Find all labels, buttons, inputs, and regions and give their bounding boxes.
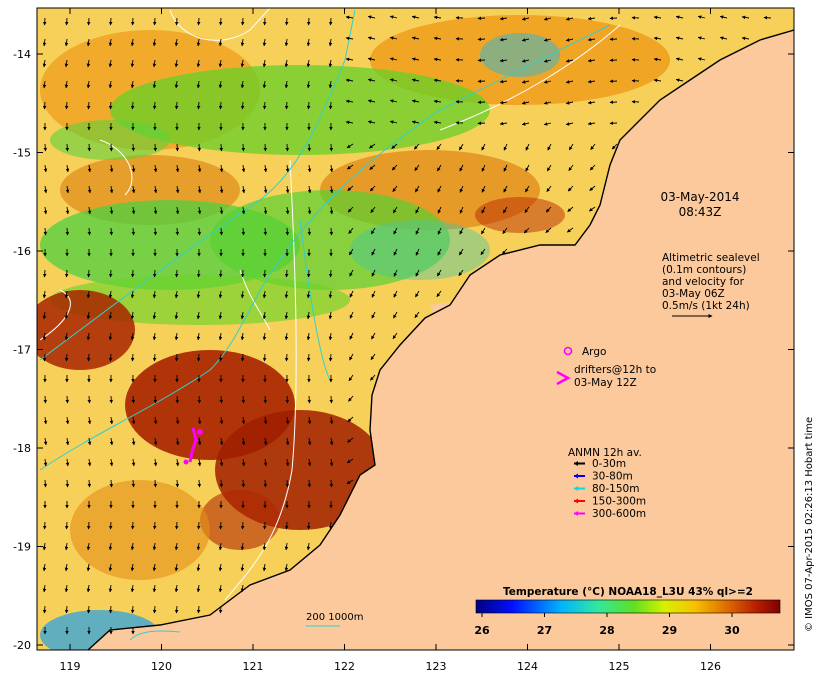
lon-tick-label: 121 [243, 660, 264, 673]
svg-text:and velocity for: and velocity for [662, 276, 745, 288]
svg-text:0.5m/s (1kt 24h): 0.5m/s (1kt 24h) [662, 300, 750, 312]
isobath-legend: 200 1000m [306, 612, 363, 627]
svg-text:Altimetric sealevel: Altimetric sealevel [662, 252, 760, 264]
lat-tick-label: -20 [13, 639, 31, 652]
lat-tick-label: -19 [13, 541, 31, 554]
colorbar-tick-label: 26 [474, 624, 490, 637]
lon-tick-label: 119 [60, 660, 81, 673]
lat-tick-label: -15 [13, 147, 31, 160]
anmn-item-label: 80-150m [592, 483, 639, 495]
lat-tick-label: -17 [13, 344, 31, 357]
map-time: 08:43Z [679, 205, 722, 219]
colorbar-tick-label: 29 [662, 624, 677, 637]
anmn-item: 0-30m [574, 458, 626, 470]
lon-tick-label: 123 [426, 660, 447, 673]
lon-tick-label: 120 [151, 660, 172, 673]
colorbar-gradient [475, 599, 781, 614]
argo-marker [563, 346, 573, 356]
lat-tick-label: -14 [13, 48, 31, 61]
isobath-label: 200 1000m [306, 612, 363, 623]
lon-tick-label: 126 [700, 660, 721, 673]
coastline [87, 29, 794, 650]
map-area [37, 8, 794, 650]
lat-tick-label: -18 [13, 442, 31, 455]
anmn-item-label: 30-80m [592, 471, 633, 483]
lon-tick-label: 122 [334, 660, 355, 673]
lat-tick-label: -16 [13, 245, 31, 258]
colorbar-title: Temperature (°C) NOAA18_L3U 43% ql>=2 [503, 586, 753, 598]
sealevel-contours [39, 8, 621, 601]
svg-text:drifters@12h to: drifters@12h to [574, 364, 656, 376]
colorbar-tick-label: 28 [599, 624, 614, 637]
anmn-title: ANMN 12h av. [568, 447, 642, 459]
depth-contours [39, 9, 611, 641]
argo-label: Argo [582, 346, 606, 358]
colorbar: Temperature (°C) NOAA18_L3U 43% ql>=2 26… [474, 586, 781, 637]
map-frame [36, 7, 795, 651]
latitude-axis: -14 -15 -16 -17 -18 -19 -20 [13, 48, 794, 652]
anmn-item: 300-600m [574, 508, 646, 520]
drifter-track [183, 427, 203, 465]
svg-text:03-May 06Z: 03-May 06Z [662, 288, 725, 300]
lon-tick-label: 124 [517, 660, 538, 673]
velocity-arrows [42, 15, 772, 635]
anmn-item-label: 0-30m [592, 458, 626, 470]
anmn-item-label: 300-600m [592, 508, 646, 520]
anmn-item: 30-80m [574, 471, 633, 483]
anmn-item-label: 150-300m [592, 496, 646, 508]
lon-tick-label: 125 [609, 660, 630, 673]
credit-text: © IMOS 07-Apr-2015 02:26:13 Hobart time [804, 417, 815, 632]
argo-legend: Argo [563, 346, 606, 358]
colorbar-tick-label: 30 [724, 624, 740, 637]
drifter-marker [556, 370, 571, 386]
longitude-axis: 119 120 121 122 123 124 125 126 [60, 8, 721, 673]
anmn-item: 80-150m [574, 483, 639, 495]
anmn-item: 150-300m [574, 496, 646, 508]
drifters-legend: drifters@12h to 03-May 12Z [556, 364, 656, 389]
map-date: 03-May-2014 [660, 190, 739, 204]
colorbar-tick-label: 27 [537, 624, 552, 637]
altimetry-legend: Altimetric sealevel (0.1m contours) and … [662, 252, 760, 318]
svg-text:03-May 12Z: 03-May 12Z [574, 377, 637, 389]
anmn-legend: ANMN 12h av. 0-30m30-80m80-150m150-300m3… [568, 447, 646, 520]
peninsula-land [430, 300, 520, 400]
svg-text:(0.1m contours): (0.1m contours) [662, 264, 746, 276]
